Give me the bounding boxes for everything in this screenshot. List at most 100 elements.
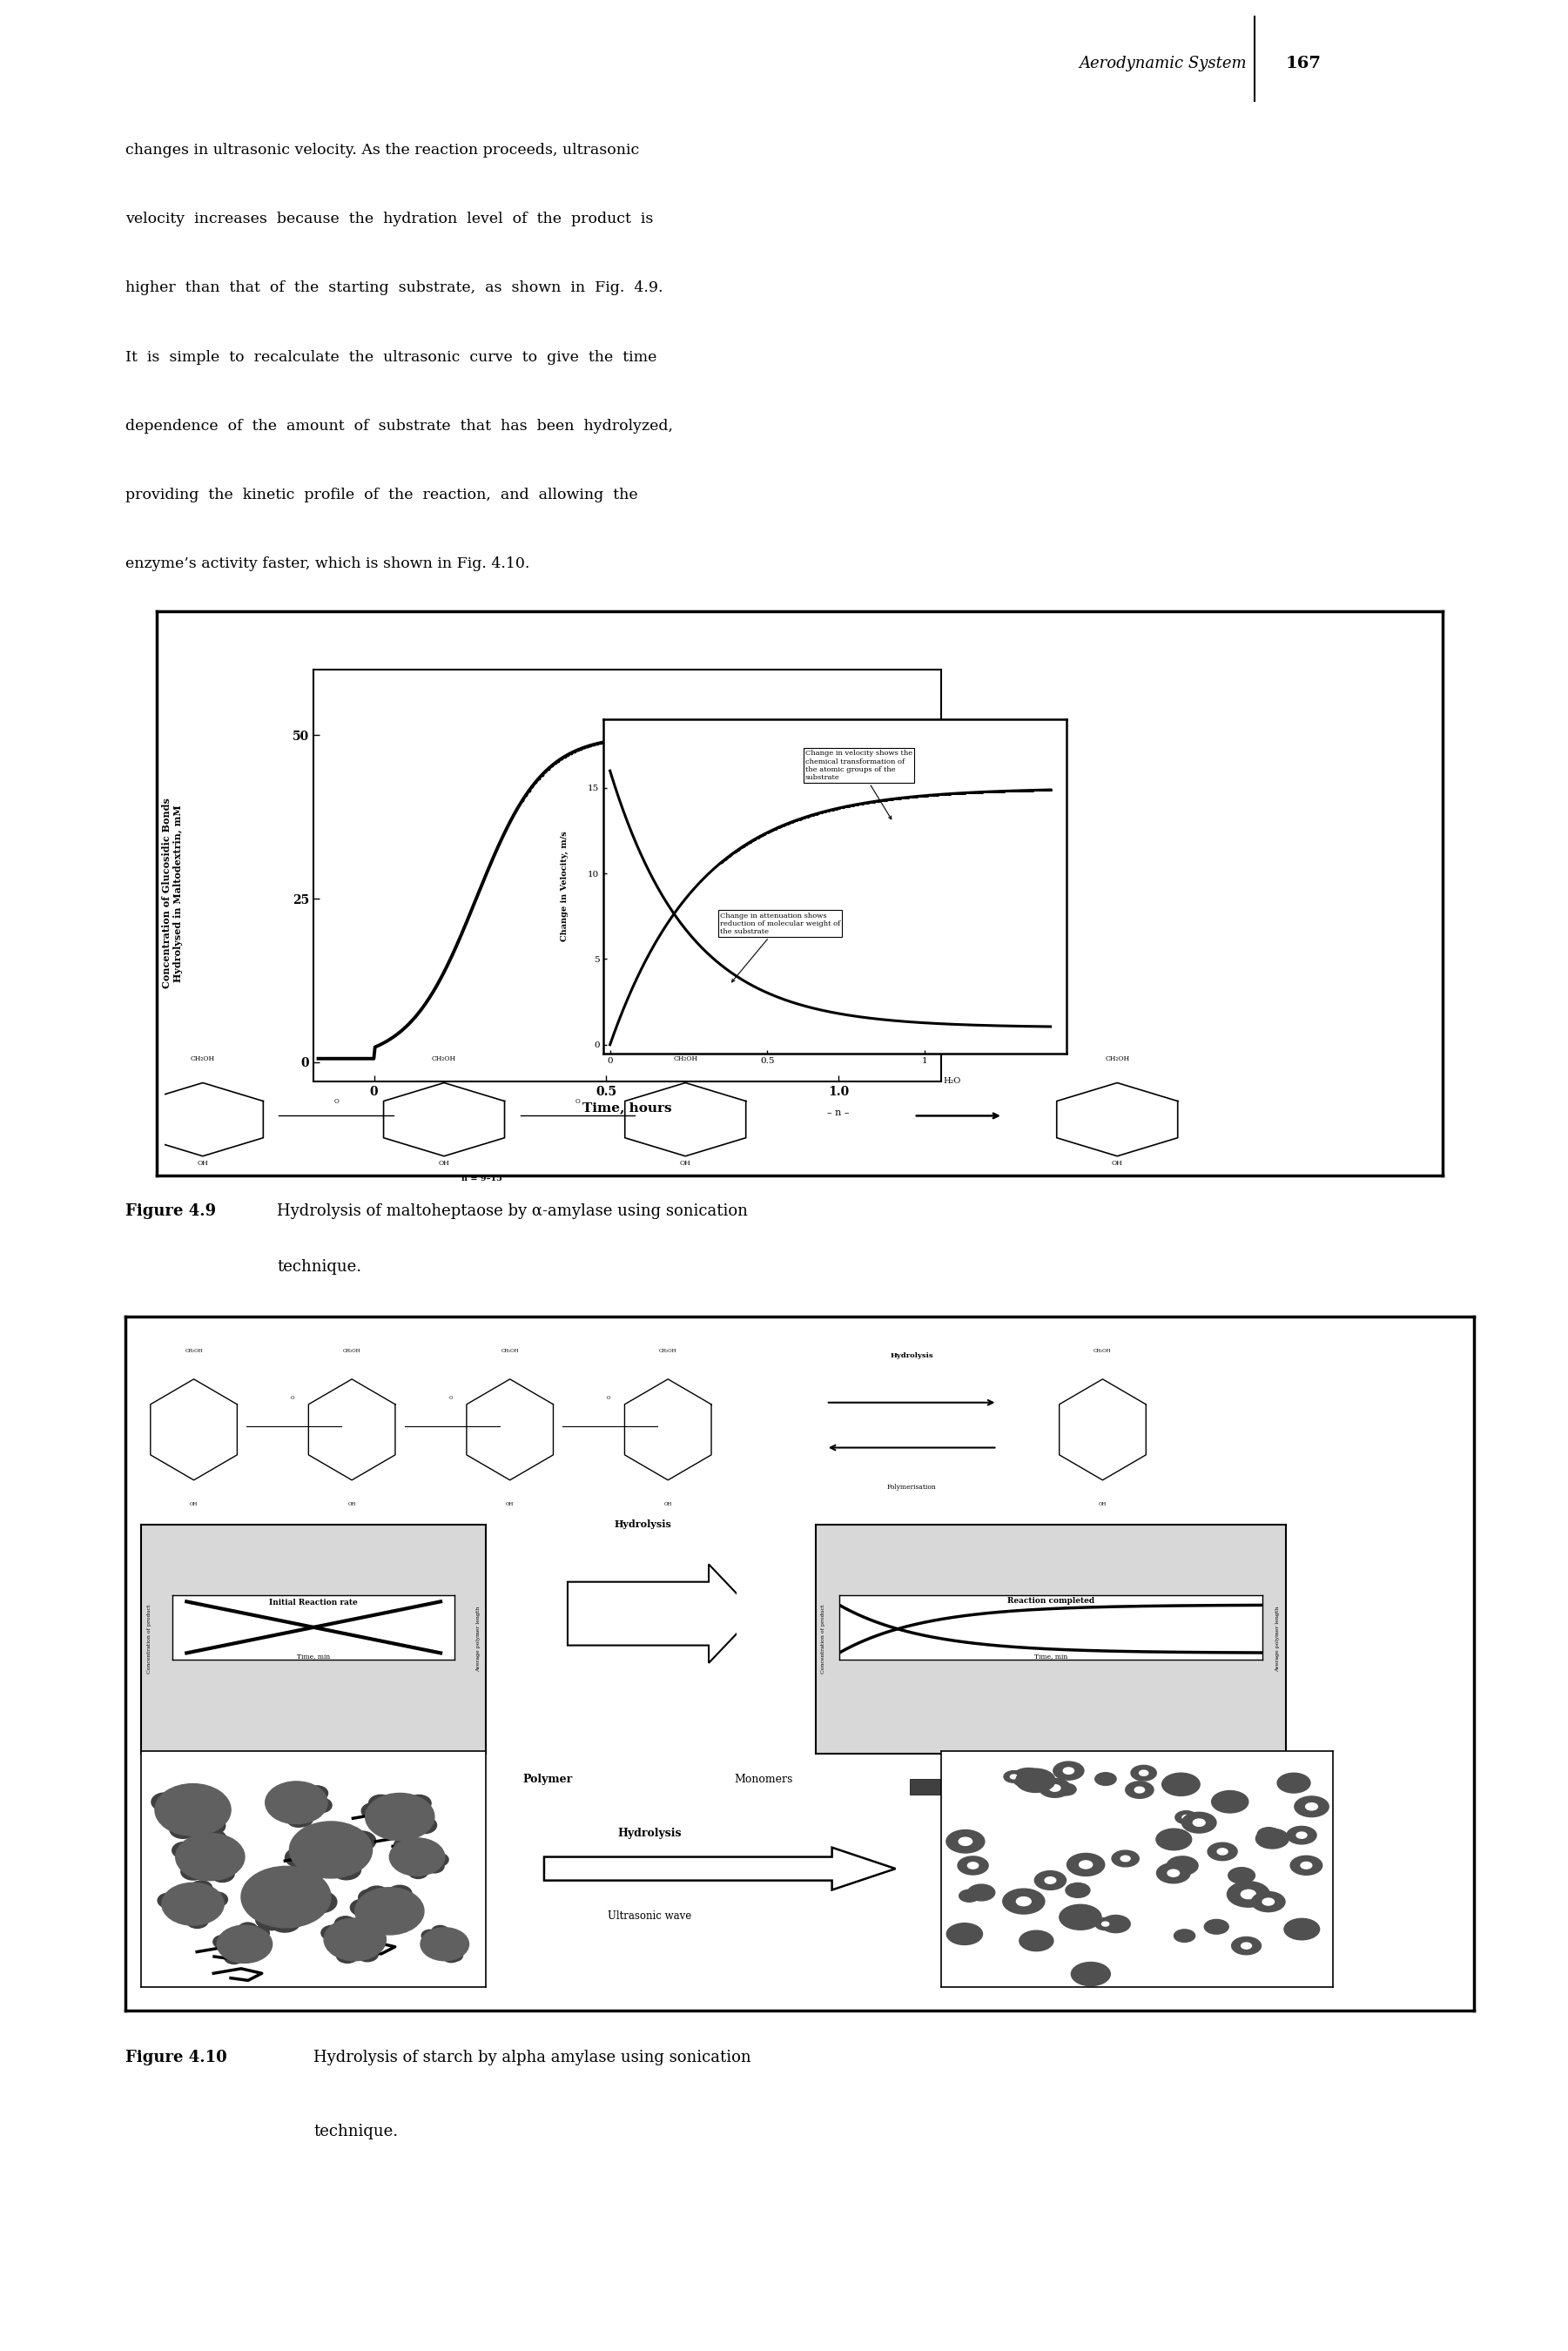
Circle shape <box>1063 1768 1074 1775</box>
Circle shape <box>1131 1766 1157 1780</box>
Text: OH: OH <box>439 1159 450 1166</box>
Text: Change in Velocity, m/s: Change in Velocity, m/s <box>560 832 569 940</box>
Circle shape <box>310 1799 332 1813</box>
Circle shape <box>365 1794 434 1841</box>
Text: n = 9–15: n = 9–15 <box>461 1176 503 1183</box>
Circle shape <box>442 1951 459 1963</box>
Circle shape <box>1290 1855 1322 1876</box>
Circle shape <box>365 1886 389 1902</box>
Text: Reaction completed: Reaction completed <box>1007 1596 1094 1606</box>
Circle shape <box>422 1930 439 1942</box>
Circle shape <box>290 1867 321 1888</box>
Text: Hydrolysis: Hydrolysis <box>615 1519 671 1528</box>
Circle shape <box>210 1867 234 1883</box>
Circle shape <box>1182 1815 1190 1820</box>
Circle shape <box>306 1787 328 1801</box>
Text: 167: 167 <box>1286 56 1322 71</box>
Circle shape <box>1228 1881 1270 1907</box>
Circle shape <box>967 1886 996 1900</box>
Text: Change in attenuation shows
reduction of molecular weight of
the substrate: Change in attenuation shows reduction of… <box>720 912 840 983</box>
Text: CH₂OH: CH₂OH <box>659 1349 677 1352</box>
Circle shape <box>420 1928 469 1961</box>
Circle shape <box>1112 1850 1138 1867</box>
FancyArrow shape <box>544 1848 895 1890</box>
Circle shape <box>967 1862 978 1869</box>
Circle shape <box>1101 1916 1131 1933</box>
Text: Polymerisation: Polymerisation <box>887 1483 936 1491</box>
Text: CH₂OH: CH₂OH <box>673 1056 698 1063</box>
Circle shape <box>1016 1768 1055 1791</box>
Circle shape <box>1060 1904 1101 1930</box>
Circle shape <box>425 1860 444 1874</box>
Circle shape <box>1306 1803 1317 1810</box>
Text: OH: OH <box>1099 1502 1107 1507</box>
Text: changes in ultrasonic velocity. As the reaction proceeds, ultrasonic: changes in ultrasonic velocity. As the r… <box>125 143 640 158</box>
Circle shape <box>337 1949 358 1963</box>
Circle shape <box>321 1925 343 1940</box>
Circle shape <box>1301 1862 1312 1869</box>
Circle shape <box>350 1900 375 1916</box>
Circle shape <box>152 1794 179 1810</box>
Text: OH: OH <box>663 1502 673 1507</box>
Text: Figure 4.10: Figure 4.10 <box>125 2050 227 2064</box>
Text: Change in velocity shows the
chemical transformation of
the atomic groups of the: Change in velocity shows the chemical tr… <box>804 750 913 818</box>
Circle shape <box>158 1893 179 1909</box>
Circle shape <box>947 1923 983 1944</box>
Circle shape <box>332 1860 361 1881</box>
Circle shape <box>256 1909 287 1930</box>
Circle shape <box>1182 1813 1217 1834</box>
Circle shape <box>1040 1777 1071 1799</box>
Circle shape <box>359 1890 383 1907</box>
Circle shape <box>958 1838 972 1846</box>
Circle shape <box>1011 1768 1044 1787</box>
Circle shape <box>1004 1888 1044 1914</box>
Circle shape <box>1167 1857 1198 1876</box>
Text: technique.: technique. <box>278 1260 362 1274</box>
Circle shape <box>1217 1848 1228 1855</box>
Circle shape <box>1284 1918 1320 1940</box>
Circle shape <box>1262 1897 1275 1904</box>
Circle shape <box>1054 1761 1083 1780</box>
Circle shape <box>265 1782 328 1824</box>
Text: Concentration of product: Concentration of product <box>147 1603 151 1674</box>
Text: – n –: – n – <box>826 1110 848 1117</box>
Circle shape <box>306 1890 337 1914</box>
Circle shape <box>1035 1871 1066 1890</box>
Circle shape <box>1094 1773 1116 1784</box>
Circle shape <box>1019 1930 1054 1951</box>
Text: Hydrolysis of maltoheptaose by α-amylase using sonication: Hydrolysis of maltoheptaose by α-amylase… <box>278 1204 748 1218</box>
Circle shape <box>1240 1890 1256 1900</box>
Bar <box>909 1780 1192 1794</box>
Circle shape <box>1295 1796 1328 1817</box>
Circle shape <box>1256 1829 1289 1848</box>
Text: enzyme’s activity faster, which is shown in Fig. 4.10.: enzyme’s activity faster, which is shown… <box>125 557 530 571</box>
Circle shape <box>1174 1930 1195 1942</box>
Text: CH₂OH: CH₂OH <box>502 1349 519 1352</box>
Circle shape <box>1258 1827 1279 1841</box>
Circle shape <box>199 1817 226 1834</box>
Text: CH₂OH: CH₂OH <box>431 1056 456 1063</box>
Circle shape <box>202 1829 226 1846</box>
Bar <box>262 1754 365 1782</box>
Circle shape <box>270 1911 301 1933</box>
Circle shape <box>1063 1787 1069 1791</box>
Text: H₂O: H₂O <box>944 1077 961 1084</box>
Text: O: O <box>575 1098 580 1105</box>
Text: Hydrolysis of starch by alpha amylase using sonication: Hydrolysis of starch by alpha amylase us… <box>314 2050 751 2064</box>
Circle shape <box>1057 1784 1076 1796</box>
Circle shape <box>183 1822 210 1838</box>
Bar <box>994 1754 1112 1782</box>
Text: CH₂OH: CH₂OH <box>343 1349 361 1352</box>
Circle shape <box>1207 1843 1237 1860</box>
Circle shape <box>412 1817 436 1834</box>
Circle shape <box>960 1890 980 1902</box>
Circle shape <box>205 1893 227 1907</box>
Circle shape <box>1126 1782 1154 1799</box>
Text: Average polymer length: Average polymer length <box>477 1606 480 1672</box>
Circle shape <box>409 1864 428 1878</box>
Circle shape <box>362 1803 386 1820</box>
Text: Average polymer length: Average polymer length <box>1276 1606 1279 1672</box>
Circle shape <box>354 1888 423 1935</box>
Circle shape <box>1278 1773 1311 1794</box>
Circle shape <box>213 1935 232 1949</box>
